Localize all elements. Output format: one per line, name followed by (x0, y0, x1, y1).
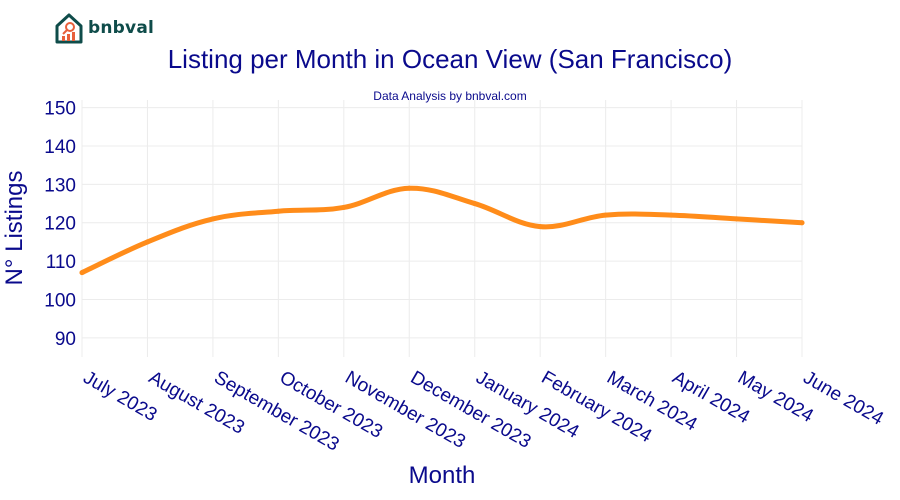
data-point (341, 204, 347, 210)
chart-grid (81, 100, 803, 357)
data-point (472, 201, 478, 207)
series-line (79, 185, 805, 276)
chart-series (79, 185, 805, 276)
data-point (210, 216, 216, 222)
chart-subtitle: Data Analysis by bnbval.com (373, 89, 527, 103)
brand-logo: bnbval (54, 12, 154, 44)
y-axis-title: N° Listings (1, 171, 28, 286)
y-axis-ticks: 90 100 110 120 130 140 150 (44, 99, 76, 350)
x-axis-title: Month (409, 462, 476, 489)
y-tick-label: 120 (44, 214, 76, 235)
y-tick-label: 90 (55, 329, 76, 350)
y-tick-label: 150 (44, 99, 76, 120)
x-tick-label: February 2024 (538, 367, 656, 447)
data-point (406, 185, 412, 191)
x-tick-label: July 2023 (80, 367, 161, 426)
brand-name: bnbval (88, 18, 155, 38)
y-tick-label: 140 (44, 137, 76, 158)
y-tick-label: 110 (46, 252, 76, 273)
data-point (144, 239, 150, 245)
y-tick-label: 100 (44, 290, 76, 311)
data-point (603, 212, 609, 218)
data-point (799, 220, 805, 226)
data-point (537, 224, 543, 230)
data-point (734, 216, 740, 222)
x-tick-label: June 2024 (800, 367, 888, 430)
data-point (275, 208, 281, 214)
data-point (668, 212, 674, 218)
house-chart-icon (55, 13, 83, 44)
data-point (79, 270, 85, 276)
chart-title: Listing per Month in Ocean View (San Fra… (167, 44, 733, 74)
y-tick-label: 130 (44, 175, 76, 196)
